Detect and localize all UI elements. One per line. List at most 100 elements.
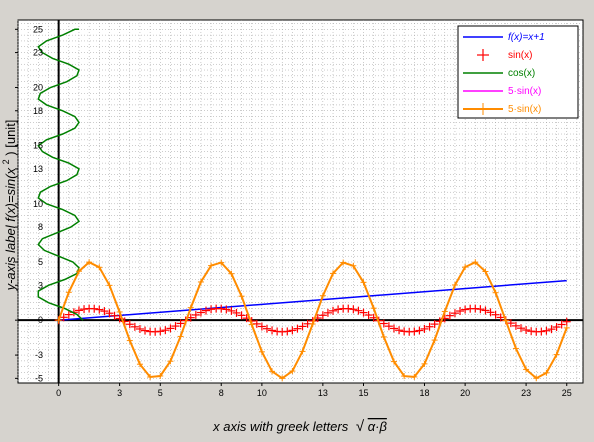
data-point [289,368,296,375]
legend-box [457,25,579,119]
data-point [370,305,377,312]
y-tick-label: 18 [33,106,43,116]
data-point [283,327,292,336]
data-point [379,319,388,328]
data-point [65,289,72,296]
data-point [288,326,297,335]
data-point [482,268,489,275]
data-point [461,305,470,314]
data-point [319,292,326,299]
data-point [502,317,509,324]
data-point [354,306,363,315]
x-tick-label: 10 [257,388,267,398]
x-tick-label: 25 [562,388,572,398]
data-point [384,322,393,331]
data-point [517,324,526,333]
data-point [506,319,515,328]
data-point [456,307,465,316]
data-point [309,321,316,328]
data-point [552,323,561,332]
data-point [156,327,165,336]
data-point [476,305,485,314]
x-axis-title: x axis with greek letters √ α·β [212,418,387,435]
axes: 0 3 5 8 10 13 15 18 20 23 25 -5 -3 0 3 5 8 10 13 15 18 20 23 25 [15,24,572,398]
data-point [522,326,531,335]
data-point [441,308,448,315]
legend-entry: cos(x) [463,68,535,79]
data-point [350,262,357,269]
data-point [563,324,570,331]
y-tick-label: -3 [35,350,43,360]
data-point [389,324,398,333]
y-axis-title-text: y-axis label f(x)=sin(x [3,167,18,291]
data-point [208,262,215,269]
data-point [222,305,231,314]
data-point [364,311,373,320]
data-point [232,308,241,317]
x-tick-label: 3 [117,388,122,398]
data-point [425,322,434,331]
data-point [248,321,255,328]
data-point [492,289,499,296]
data-point [269,368,276,375]
data-point [359,308,368,317]
data-point [177,333,184,340]
data-point [217,304,226,313]
data-point [176,319,185,328]
x-axis-title-text: x axis with greek letters [212,419,349,434]
data-point [496,313,505,322]
data-point [218,259,225,266]
data-point [445,311,454,320]
data-point [227,306,236,315]
data-point [318,311,327,320]
data-point [126,337,133,344]
data-point [411,373,418,380]
data-point [415,326,424,335]
y-tick-label: 10 [33,199,43,209]
data-point [472,259,479,266]
data-point [196,308,205,317]
data-point [157,372,164,379]
data-point [86,259,93,266]
data-point [258,348,265,355]
data-point [228,270,235,277]
data-point [360,279,367,286]
data-point [523,366,530,373]
series-cos-x--2 [37,28,84,321]
data-point [130,322,139,331]
data-point [125,320,134,329]
legend-label: f(x)=x+1 [508,32,545,43]
data-point [95,305,104,314]
data-point [298,322,307,331]
data-point [105,309,114,318]
data-point [135,324,144,333]
x-tick-label: 13 [318,388,328,398]
data-point [147,374,154,381]
series-sin-x--1 [54,304,571,336]
data-point [116,308,123,315]
y-tick-label: 23 [33,48,43,58]
x-tick-label: 8 [219,388,224,398]
legend-entry: 5·sin(x) [463,86,541,97]
data-point [64,310,73,319]
data-point [293,324,302,333]
y-axis-title-tail: ) [unit] [3,120,18,156]
data-point [252,319,261,328]
data-point [340,259,347,266]
data-point [390,358,397,365]
data-point [257,322,266,331]
x-tick-label: 15 [358,388,368,398]
x-tick-label: 20 [460,388,470,398]
data-point [238,293,245,300]
legend-swatch [477,49,489,61]
data-point [533,375,540,382]
data-point [349,305,358,314]
legend-entry: sin(x) [477,49,532,61]
y-axis-title-exponent: 2 [1,159,11,164]
data-point [547,325,556,334]
x-tick-label: 23 [521,388,531,398]
data-point [401,373,408,380]
data-point [421,360,428,367]
legend-entry: f(x)=x+1 [463,32,545,43]
